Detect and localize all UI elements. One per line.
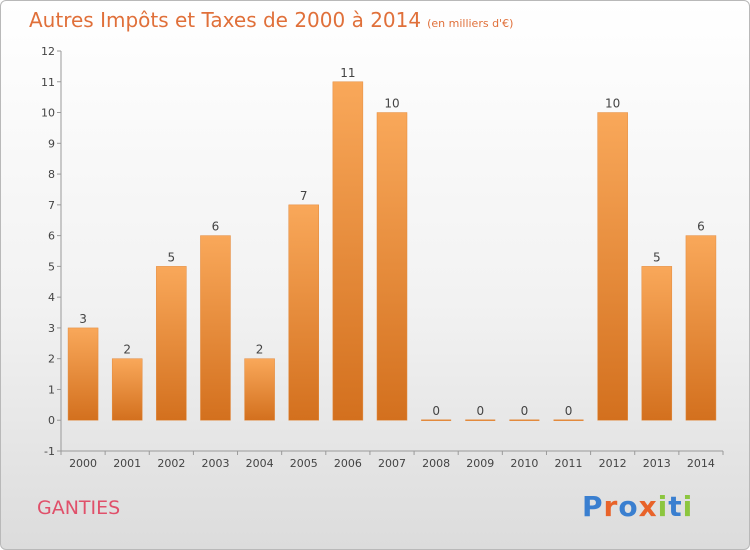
x-tick-label: 2008 bbox=[422, 457, 450, 470]
x-tick-label: 2003 bbox=[201, 457, 229, 470]
bar bbox=[376, 112, 408, 421]
bar-value-label: 10 bbox=[384, 97, 399, 111]
commune-name: GANTIES bbox=[37, 497, 121, 519]
y-tick-label: 5 bbox=[48, 260, 55, 273]
bar bbox=[67, 327, 99, 421]
bar-value-label: 0 bbox=[432, 404, 440, 418]
y-tick-label: 8 bbox=[48, 168, 55, 181]
x-tick-label: 2012 bbox=[599, 457, 627, 470]
bar bbox=[244, 358, 275, 421]
x-tick-label: 2010 bbox=[510, 457, 538, 470]
logo-letter: i bbox=[657, 490, 669, 523]
y-tick-label: 10 bbox=[41, 107, 55, 120]
bar-value-label: 2 bbox=[123, 343, 131, 357]
logo-letter: i bbox=[682, 490, 694, 523]
bar-value-label: 2 bbox=[256, 343, 264, 357]
bar-value-label: 6 bbox=[697, 220, 705, 234]
logo-letter: o bbox=[618, 490, 639, 523]
chart-title-text: Autres Impôts et Taxes de 2000 à 2014 bbox=[29, 8, 422, 32]
x-tick-label: 2005 bbox=[290, 457, 318, 470]
bar bbox=[156, 266, 187, 421]
bar-value-label: 0 bbox=[476, 404, 484, 418]
chart-unit: (en milliers d'€) bbox=[427, 17, 514, 30]
y-tick-label: 2 bbox=[48, 353, 55, 366]
y-tick-label: 1 bbox=[48, 383, 55, 396]
bar bbox=[685, 235, 717, 421]
bar bbox=[641, 266, 673, 421]
y-tick-label: 6 bbox=[48, 230, 55, 243]
bar-value-label: 10 bbox=[605, 97, 620, 111]
bar-value-label: 7 bbox=[300, 189, 308, 203]
logo-letter: t bbox=[668, 490, 683, 523]
x-tick-label: 2007 bbox=[378, 457, 406, 470]
x-tick-label: 2009 bbox=[466, 457, 494, 470]
bar-value-label: 6 bbox=[212, 220, 220, 234]
y-tick-label: -1 bbox=[44, 445, 55, 458]
x-tick-label: 2002 bbox=[157, 457, 185, 470]
bar bbox=[597, 112, 628, 421]
logo-letter: x bbox=[638, 490, 658, 523]
x-tick-label: 2000 bbox=[69, 457, 97, 470]
bar bbox=[288, 204, 319, 421]
y-tick-label: 3 bbox=[48, 322, 55, 335]
logo-letter: P bbox=[582, 490, 604, 523]
y-tick-label: 0 bbox=[48, 414, 55, 427]
x-tick-label: 2006 bbox=[334, 457, 362, 470]
x-tick-label: 2014 bbox=[687, 457, 715, 470]
bar bbox=[111, 358, 143, 421]
x-tick-label: 2011 bbox=[555, 457, 583, 470]
chart-title: Autres Impôts et Taxes de 2000 à 2014 (en… bbox=[29, 8, 513, 32]
bar-value-label: 0 bbox=[565, 404, 573, 418]
x-tick-label: 2013 bbox=[643, 457, 671, 470]
bar-value-label: 5 bbox=[168, 250, 176, 264]
x-tick-label: 2004 bbox=[246, 457, 274, 470]
y-tick-label: 11 bbox=[41, 76, 55, 89]
bar bbox=[200, 235, 231, 421]
proxiti-logo: Proxiti bbox=[582, 490, 693, 523]
bar bbox=[332, 81, 364, 421]
chart-bars bbox=[67, 81, 717, 421]
x-tick-label: 2001 bbox=[113, 457, 141, 470]
bar-value-label: 0 bbox=[521, 404, 529, 418]
y-tick-label: 4 bbox=[48, 291, 55, 304]
chart-labels: 3 2000 2 2001 5 2002 6 2003 2 2004 7 2005 11 2006 10 20… bbox=[69, 66, 715, 470]
bar-value-label: 5 bbox=[653, 250, 661, 264]
logo-letter: r bbox=[603, 490, 619, 523]
y-tick-label: 12 bbox=[41, 45, 55, 58]
y-tick-label: 7 bbox=[48, 199, 55, 212]
bar-value-label: 3 bbox=[79, 312, 87, 326]
bar-value-label: 11 bbox=[340, 66, 355, 80]
y-tick-label: 9 bbox=[48, 137, 55, 150]
